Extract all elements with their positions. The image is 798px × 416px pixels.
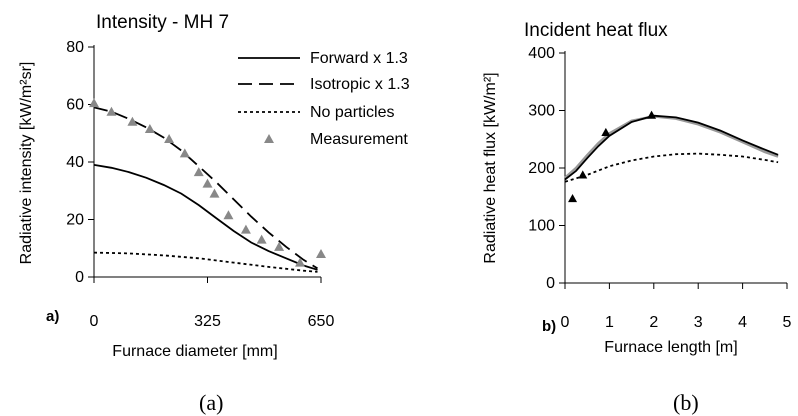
caption-b: (b) [673,390,699,415]
panel-a-measurement-point [274,241,285,251]
panel-b-y-tick-label: 0 [546,275,555,292]
panel-a-x-tick-label: 0 [90,313,99,330]
panel-a-measurement-point [89,98,99,108]
panel-a-measurement-point [209,188,220,198]
panel-a-title: Intensity - MH 7 [96,12,229,33]
panel-a-y-tick-label: 80 [66,39,84,56]
panel-b-y-axis-label: Radiative heat flux [kW/m²] [482,72,499,263]
panel-b-measurement-point [601,127,611,136]
caption-a: (a) [199,390,224,415]
panel-b-measurement-point [578,170,588,179]
panel-a-measurement-point [240,224,251,234]
panel-b-y-tick-label: 300 [528,103,555,120]
panel-a-measurement-point [164,134,175,143]
panel-b-x-tick-label: 2 [649,314,658,331]
panel-a-y-axis-label: Radiative intensity [kW/m²sr] [18,62,35,265]
panel-a-y-tick-label: 60 [66,97,84,114]
panel-b-x-tick-label: 4 [738,314,747,331]
panel-a-y-tick-label: 20 [66,212,84,229]
panel-a-measurement-point [295,257,306,267]
panel-a-y-tick-label: 0 [75,269,84,286]
panel-a-measurement-point [127,116,138,126]
panel-a-series-no-particles [93,251,318,273]
panel-a-x-tick-label: 325 [194,313,221,330]
panel-a-measurement-point [193,167,204,177]
panel-a-series-isotropic-x-1-3 [93,106,318,270]
panel-b-y-tick-label: 400 [528,45,555,62]
panel-a-x-axis-label: Furnace diameter [mm] [112,343,277,360]
panel-a-measurement-point [144,123,155,133]
panel-a-series-forward-x-1-3 [93,164,318,271]
panel-b-measurement-point [647,110,657,119]
panel-b-title: Incident heat flux [524,20,668,41]
panel-a-x-tick-label: 650 [308,313,335,330]
panel-b-measurement-point [568,193,578,203]
legend-label: Isotropic x 1.3 [310,76,410,93]
panel-a-measurement-point [316,249,326,258]
panel-b-x-tick-label: 0 [561,314,570,331]
panel-a-y-tick-label: 40 [66,154,84,171]
panel-b-y-tick-label: 200 [528,160,555,177]
legend-label: Forward x 1.3 [310,50,408,67]
legend-marker-measurement [264,134,274,143]
panel-b-x-tick-label: 5 [783,314,792,331]
panel-a-measurement-point [179,148,190,158]
panel-b-series-curve-1 [564,114,779,181]
panel-b-series-curve-2 [564,152,779,183]
panel-a-letter: a) [46,308,59,325]
panel-b-chart: Incident heat flux Radiative heat flux [… [482,20,792,356]
panel-a-measurement-point [106,106,117,116]
panel-b-x-tick-label: 3 [694,314,703,331]
panel-b-x-tick-label: 1 [605,314,614,331]
panel-b-x-axis-label: Furnace length [m] [604,339,737,356]
legend-label: Measurement [310,131,408,148]
panel-a-measurement-point [256,234,267,244]
panel-b-y-tick-label: 100 [528,218,555,235]
panel-a-chart: Intensity - MH 7 Radiative intensity [kW… [18,12,410,360]
panel-a-measurement-point [202,178,213,188]
panel-a-measurement-point [223,210,234,220]
panel-b-letter: b) [542,318,556,335]
legend-label: No particles [310,104,394,121]
